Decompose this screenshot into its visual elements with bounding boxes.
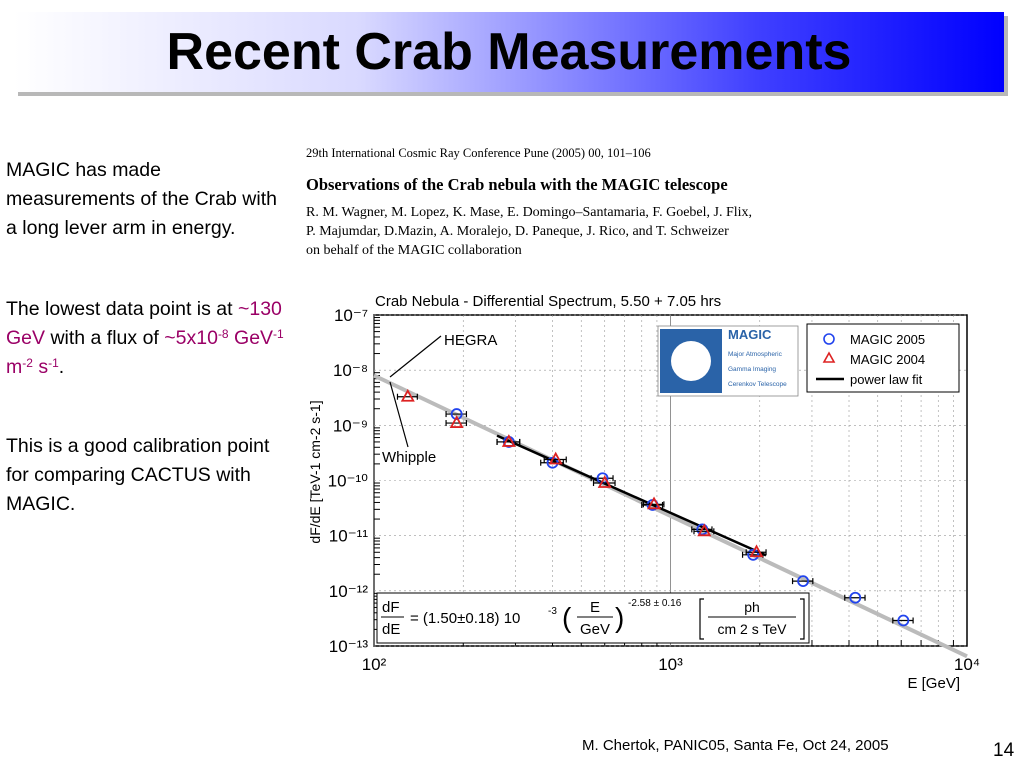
legend-circle-marker bbox=[823, 333, 835, 345]
formula-box: dF dE = (1.50±0.18) 10 -3 ( E GeV ) -2.5… bbox=[376, 592, 810, 644]
conference-line: 29th International Cosmic Ray Conference… bbox=[306, 146, 651, 160]
calibration-paragraph: This is a good calibration point for com… bbox=[6, 435, 270, 515]
whipple-arrow bbox=[389, 381, 409, 448]
unit-s: s bbox=[32, 356, 49, 378]
logo-circle bbox=[671, 341, 711, 381]
page-number: 14 bbox=[993, 740, 1015, 761]
x-tick-label: 10⁴ bbox=[954, 655, 980, 674]
magic-2004-point bbox=[697, 523, 712, 537]
paper-header: 29th International Cosmic Ray Conference… bbox=[306, 146, 1024, 260]
magic-2004-point bbox=[647, 496, 662, 510]
intro-paragraph: MAGIC has made measurements of the Crab … bbox=[6, 159, 277, 239]
legend: MAGIC 2005 MAGIC 2004 power law fit bbox=[806, 323, 960, 393]
formula-frac-top: E bbox=[590, 599, 600, 616]
legend-magic-2004: MAGIC 2004 bbox=[850, 352, 925, 367]
magic-2004-point bbox=[597, 475, 612, 488]
title-bar: Recent Crab Measurements bbox=[14, 12, 1004, 92]
paper-authors: R. M. Wagner, M. Lopez, K. Mase, E. Domi… bbox=[306, 203, 1024, 260]
flux-base: ~5x10 bbox=[164, 327, 218, 349]
data-points bbox=[396, 388, 914, 627]
p2-energy: ~130 GeV bbox=[6, 298, 282, 349]
unit-gev-exponent: -1 bbox=[273, 327, 284, 341]
magic-logo: MAGIC Major Atmospheric Gamma Imaging Ce… bbox=[657, 325, 799, 397]
formula-lhs-bottom: dE bbox=[382, 621, 400, 638]
magic-2005-point bbox=[747, 548, 760, 561]
unit-gev: GeV bbox=[228, 327, 274, 349]
formula-unit-bottom: cm 2 s TeV bbox=[718, 621, 788, 637]
formula-frame bbox=[376, 592, 810, 644]
authors-line-1: R. M. Wagner, M. Lopez, K. Mase, E. Domi… bbox=[306, 205, 753, 220]
magic-2005-point bbox=[897, 614, 910, 627]
flux-exponent: -8 bbox=[217, 327, 229, 341]
power-law-fit-line bbox=[496, 434, 767, 557]
y-tick-label: 10⁻¹⁰ bbox=[328, 472, 369, 491]
unit-s-exponent: -1 bbox=[48, 356, 59, 370]
authors-line-3: on behalf of the MAGIC collaboration bbox=[306, 243, 522, 258]
legend-triangle-marker bbox=[822, 351, 836, 363]
unit-m-exponent: -2 bbox=[22, 356, 33, 370]
x-tick-label: 10³ bbox=[658, 655, 683, 674]
logo-title: MAGIC bbox=[728, 327, 772, 342]
formula-coefficient: = (1.50±0.18) 10 bbox=[410, 610, 520, 627]
magic-2004-point bbox=[449, 415, 464, 428]
left-text-column: MAGIC has made measurements of the Crab … bbox=[6, 156, 291, 519]
legend-magic-2005: MAGIC 2005 bbox=[850, 332, 925, 347]
y-tick-label: 10⁻¹¹ bbox=[329, 527, 369, 546]
magic-2004-point bbox=[548, 451, 563, 465]
legend-power-law: power law fit bbox=[850, 372, 923, 387]
logo-line-3: Cerenkov Telescope bbox=[728, 381, 787, 388]
formula-coeff-exponent: -3 bbox=[548, 606, 557, 617]
formula-paren-open: ( bbox=[562, 602, 572, 633]
y-tick-label: 10⁻⁸ bbox=[333, 361, 368, 380]
lowest-point-paragraph: The lowest data point is at ~130 GeV wit… bbox=[6, 295, 291, 382]
magic-2005-point bbox=[450, 408, 463, 420]
p2-mid: with a flux of bbox=[45, 327, 165, 349]
paper-title: Observations of the Crab nebula with the… bbox=[306, 175, 728, 194]
y-tick-label: 10⁻⁹ bbox=[333, 416, 368, 435]
hegra-annotation: HEGRA Whipple bbox=[382, 332, 497, 466]
logo-line-1: Major Atmospheric bbox=[728, 351, 783, 358]
hegra-label: HEGRA bbox=[444, 332, 497, 349]
logo-line-2: Gamma Imaging bbox=[728, 366, 776, 373]
y-tick-label: 10⁻¹² bbox=[329, 582, 369, 601]
reference-line bbox=[373, 373, 968, 659]
hegra-arrow bbox=[389, 335, 442, 378]
formula-frac-bottom: GeV bbox=[580, 621, 610, 638]
formula-paren-close: ) bbox=[615, 602, 624, 633]
formula-unit-top: ph bbox=[744, 599, 760, 615]
y-tick-label: 10⁻⁷ bbox=[334, 306, 368, 325]
footer-citation: M. Chertok, PANIC05, Santa Fe, Oct 24, 2… bbox=[582, 737, 889, 754]
p2-flux: ~5x10-8 GeV-1 m-2 s-1 bbox=[6, 327, 284, 378]
formula-brackets bbox=[699, 598, 805, 640]
magic-2005-point bbox=[797, 575, 809, 588]
magic-2005-point bbox=[849, 591, 862, 604]
chart-title: Crab Nebula - Differential Spectrum, 5.5… bbox=[375, 293, 721, 310]
y-axis-label: dF/dE [TeV-1 cm-2 s-1] bbox=[307, 400, 323, 543]
unit-m: m bbox=[6, 356, 23, 378]
whipple-label: Whipple bbox=[382, 449, 436, 466]
p2-end: . bbox=[58, 356, 65, 378]
spectrum-chart: Crab Nebula - Differential Spectrum, 5.5… bbox=[307, 293, 980, 692]
authors-line-2: P. Majumdar, D.Mazin, A. Moralejo, D. Pa… bbox=[306, 224, 729, 239]
p2-prefix: The lowest data point is at bbox=[6, 298, 238, 320]
magic-2004-point bbox=[400, 388, 415, 402]
magic-2004-point bbox=[749, 544, 764, 558]
x-axis-label: E [GeV] bbox=[907, 675, 960, 692]
formula-lhs-top: dF bbox=[382, 599, 400, 616]
slide-title: Recent Crab Measurements bbox=[166, 23, 852, 81]
formula-index: -2.58 ± 0.16 bbox=[628, 598, 682, 609]
y-tick-label: 10⁻¹³ bbox=[329, 637, 369, 656]
magic-2004-point bbox=[501, 434, 516, 447]
x-tick-label: 10² bbox=[362, 655, 387, 674]
tick-labels: 10² 10³ 10⁴ 10⁻⁷ 10⁻⁸ 10⁻⁹ 10⁻¹⁰ 10⁻¹¹ 10⁻¹² 10⁻¹… bbox=[328, 306, 980, 674]
fit-lines bbox=[373, 373, 968, 659]
